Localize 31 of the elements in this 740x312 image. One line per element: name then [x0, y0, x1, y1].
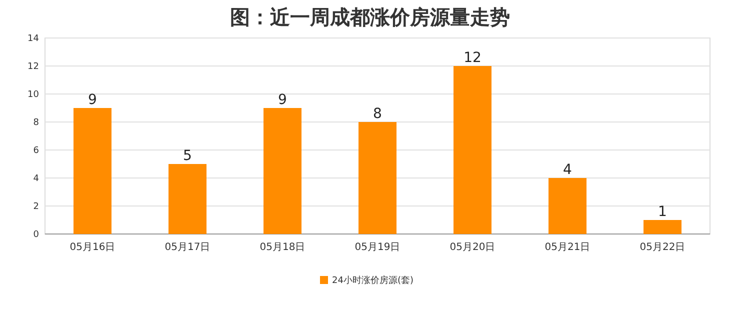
x-tick-label: 05月22日 — [640, 242, 686, 253]
bar — [454, 66, 492, 234]
data-label: 9 — [88, 92, 97, 108]
bar — [644, 220, 682, 234]
x-tick-label: 05月18日 — [260, 242, 306, 253]
data-label: 1 — [658, 204, 667, 220]
bar — [264, 108, 302, 234]
data-label: 5 — [183, 148, 192, 164]
y-tick-label: 12 — [28, 62, 39, 72]
y-tick-label: 10 — [28, 90, 40, 100]
y-tick-label: 2 — [33, 202, 39, 212]
x-tick-label: 05月17日 — [164, 242, 210, 253]
data-label: 12 — [464, 50, 482, 66]
data-label: 9 — [278, 92, 287, 108]
y-tick-label: 4 — [33, 174, 40, 184]
bar — [74, 108, 112, 234]
data-label: 8 — [373, 106, 382, 122]
y-tick-label: 14 — [28, 34, 40, 44]
y-tick-label: 6 — [33, 146, 40, 156]
x-tick-label: 05月16日 — [70, 242, 116, 253]
y-tick-label: 8 — [33, 118, 40, 128]
x-tick-label: 05月19日 — [354, 242, 400, 253]
bar — [358, 122, 396, 234]
legend-label: 24小时涨价房源(套) — [332, 275, 414, 286]
bar — [548, 178, 586, 234]
x-tick-label: 05月20日 — [450, 242, 496, 253]
data-label: 4 — [563, 162, 572, 178]
bar — [168, 164, 206, 234]
chart-title: 图：近一周成都涨价房源量走势 — [230, 5, 510, 29]
x-tick-label: 05月21日 — [544, 242, 590, 253]
y-tick-label: 0 — [33, 230, 40, 240]
